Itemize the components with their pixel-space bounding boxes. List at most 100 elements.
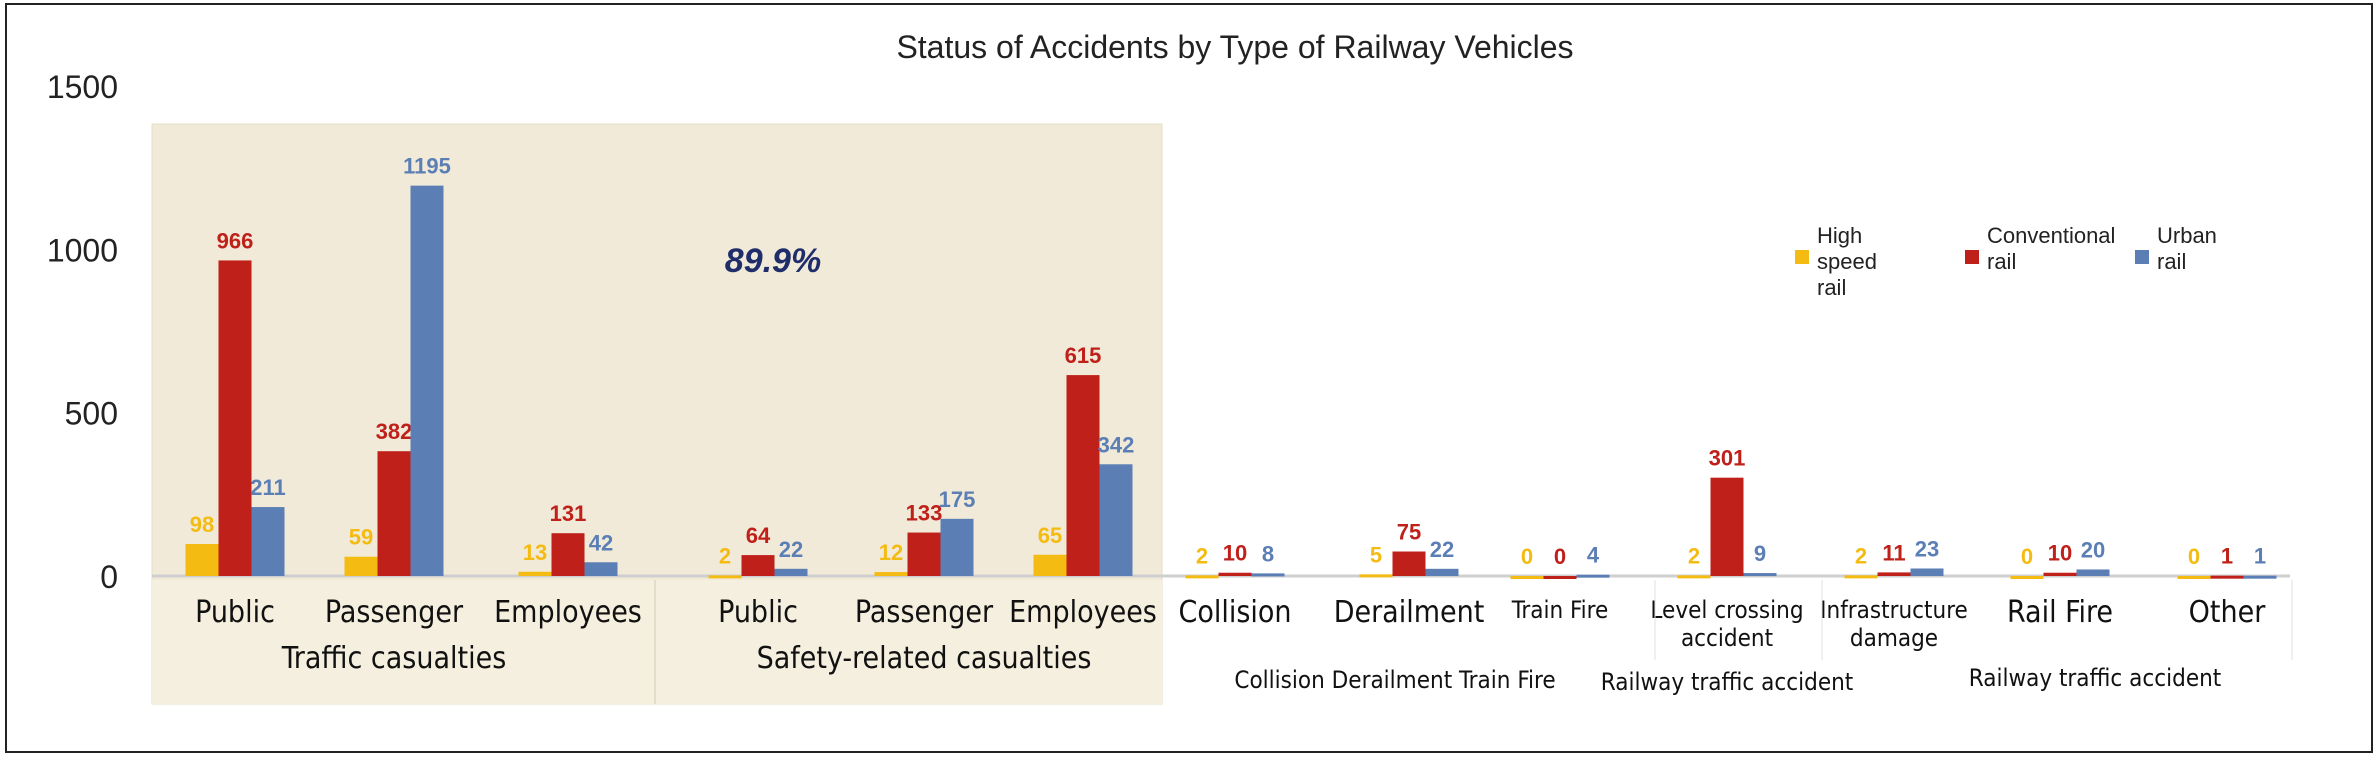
bar — [1543, 576, 1577, 579]
bar-value-label: 22 — [779, 537, 803, 562]
x-tick-label: Collision — [1178, 595, 1291, 630]
legend-swatch — [2135, 250, 2149, 264]
bar-value-label: 22 — [1430, 537, 1454, 562]
bar — [251, 507, 285, 576]
bar-value-label: 0 — [1554, 544, 1566, 569]
x-tick-label: Passenger — [855, 595, 994, 630]
bar — [1218, 572, 1252, 576]
bar-value-label: 9 — [1754, 541, 1766, 566]
bar-value-label: 211 — [250, 475, 286, 500]
bar-value-label: 0 — [1521, 544, 1533, 569]
x-tick-label: Public — [718, 595, 798, 630]
bar — [551, 533, 585, 576]
legend-label: rail — [2157, 249, 2186, 274]
bar — [1392, 551, 1426, 576]
legend-label: Conventional — [1987, 223, 2115, 248]
bar-value-label: 1195 — [403, 154, 451, 179]
bar — [2043, 572, 2077, 576]
y-tick-label: 1000 — [47, 232, 118, 268]
bar — [2010, 576, 2044, 579]
bar — [1877, 572, 1911, 576]
bar — [1251, 573, 1285, 577]
bar — [1844, 575, 1878, 579]
bar-value-label: 2 — [1688, 543, 1700, 568]
x-tick-label: Level crossing accident — [1650, 596, 1803, 652]
y-tick-label: 500 — [65, 396, 118, 432]
highlight-label-panel — [152, 580, 1162, 704]
legend-label: rail — [1817, 275, 1846, 300]
x-tick-label: Other — [2189, 595, 2267, 630]
bar — [708, 575, 742, 579]
bar-value-label: 0 — [2188, 544, 2200, 569]
bar — [2177, 576, 2211, 579]
bar-value-label: 20 — [2081, 537, 2105, 562]
x-tick-label: Rail Fire — [2007, 595, 2113, 630]
bar-value-label: 966 — [217, 228, 254, 253]
bar-value-label: 133 — [906, 501, 943, 526]
bar — [774, 568, 808, 576]
bar — [185, 543, 219, 576]
bar — [1033, 554, 1067, 576]
bar — [344, 556, 378, 576]
bar-value-label: 2 — [719, 543, 731, 568]
bar-value-label: 301 — [1709, 446, 1746, 471]
bar-value-label: 8 — [1262, 541, 1274, 566]
bar — [518, 571, 552, 576]
bar-value-label: 5 — [1370, 542, 1382, 567]
bar-value-label: 42 — [589, 530, 613, 555]
y-tick-label: 0 — [100, 559, 118, 595]
bar-value-label: 1 — [2221, 544, 2233, 569]
bar — [584, 562, 618, 576]
legend-swatch — [1795, 250, 1809, 264]
secondary-group-label: Collision Derailment Train Fire — [1234, 666, 1555, 694]
bar — [1066, 375, 1100, 576]
bar-value-label: 131 — [550, 501, 587, 526]
secondary-group-label: Railway traffic accident — [1969, 664, 2222, 692]
annotation-percentage: 89.9% — [725, 242, 821, 280]
bar — [1710, 477, 1744, 576]
bar — [1677, 575, 1711, 579]
bar-value-label: 2 — [1196, 543, 1208, 568]
bar — [1185, 575, 1219, 579]
bar — [410, 185, 444, 576]
bar-value-label: 23 — [1915, 536, 1939, 561]
x-tick-label: Passenger — [325, 595, 464, 630]
bar-value-label: 65 — [1038, 523, 1062, 548]
x-tick-label: Public — [195, 595, 275, 630]
bar-value-label: 382 — [376, 419, 413, 444]
x-tick-label: Employees — [494, 595, 642, 630]
bar — [1359, 574, 1393, 578]
bar-value-label: 10 — [2048, 541, 2072, 566]
bar — [1425, 568, 1459, 576]
legend-label: speed — [1817, 249, 1877, 274]
legend-label: rail — [1987, 249, 2016, 274]
bar-value-label: 12 — [879, 540, 903, 565]
bar-value-label: 64 — [746, 523, 771, 548]
bar-value-label: 98 — [190, 512, 214, 537]
x-tick-label: Train Fire — [1511, 596, 1609, 624]
bar-value-label: 1 — [2254, 544, 2266, 569]
legend-label: High — [1817, 223, 1862, 248]
bar — [218, 260, 252, 576]
bar-value-label: 615 — [1065, 343, 1102, 368]
bar-value-label: 0 — [2021, 544, 2033, 569]
bar — [1510, 576, 1544, 579]
bar — [1576, 574, 1610, 578]
group-label: Traffic casualties — [281, 641, 507, 676]
secondary-group-label: Railway traffic accident — [1601, 668, 1854, 696]
bar-value-label: 175 — [939, 487, 976, 512]
bar — [2076, 569, 2110, 576]
bar-value-label: 2 — [1855, 543, 1867, 568]
x-tick-label: Derailment — [1334, 595, 1485, 630]
bar — [1910, 568, 1944, 576]
x-tick-label: Employees — [1009, 595, 1157, 630]
bar — [874, 572, 908, 576]
legend-swatch — [1965, 250, 1979, 264]
bar-value-label: 75 — [1397, 520, 1421, 545]
bar-value-label: 11 — [1882, 540, 1905, 565]
bar-value-label: 4 — [1587, 543, 1600, 568]
bar — [1743, 573, 1777, 577]
bar — [1099, 464, 1133, 576]
y-tick-label: 1500 — [47, 69, 118, 105]
